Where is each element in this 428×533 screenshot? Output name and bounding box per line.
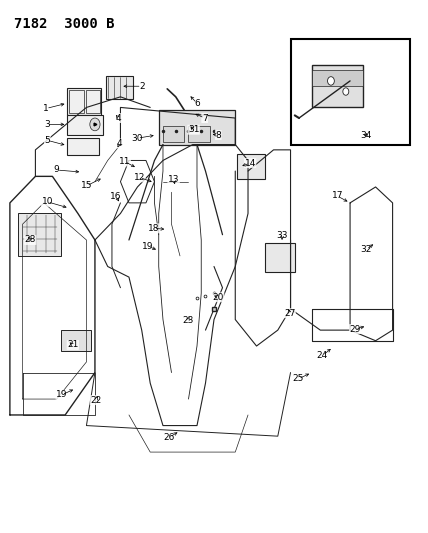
Text: 3: 3 xyxy=(45,120,50,129)
Bar xyxy=(238,154,265,179)
Text: 5: 5 xyxy=(45,136,50,145)
Circle shape xyxy=(327,77,334,85)
Text: 32: 32 xyxy=(360,245,372,254)
Text: 30: 30 xyxy=(132,134,143,143)
Text: 18: 18 xyxy=(148,224,159,233)
Text: 7: 7 xyxy=(202,114,208,123)
Bar xyxy=(67,88,101,115)
Text: 4: 4 xyxy=(116,114,121,123)
Bar xyxy=(86,91,100,113)
Text: 31: 31 xyxy=(188,125,199,134)
Text: 20: 20 xyxy=(213,293,224,302)
Bar xyxy=(67,115,104,135)
Bar xyxy=(106,76,133,100)
Text: 8: 8 xyxy=(215,131,221,140)
Bar xyxy=(61,330,91,351)
Text: 11: 11 xyxy=(119,157,131,166)
Text: 19: 19 xyxy=(56,390,68,399)
Circle shape xyxy=(90,118,100,131)
Text: 13: 13 xyxy=(168,174,179,183)
Bar xyxy=(188,126,210,142)
Bar xyxy=(159,110,235,144)
Text: 26: 26 xyxy=(163,433,175,442)
Text: 33: 33 xyxy=(276,231,288,240)
Bar xyxy=(291,38,410,144)
Text: 9: 9 xyxy=(54,166,59,174)
Bar xyxy=(163,126,184,142)
Text: 23: 23 xyxy=(182,316,193,325)
Bar xyxy=(312,65,363,108)
Bar xyxy=(265,243,295,272)
Text: 6: 6 xyxy=(194,99,200,108)
Text: 2: 2 xyxy=(139,82,145,91)
Text: 4: 4 xyxy=(117,139,122,148)
Bar xyxy=(69,91,84,113)
Text: 24: 24 xyxy=(317,351,328,360)
Text: 19: 19 xyxy=(143,242,154,251)
Text: 27: 27 xyxy=(284,309,295,318)
Text: 22: 22 xyxy=(90,395,101,405)
Bar xyxy=(18,214,61,256)
Text: 17: 17 xyxy=(332,191,343,200)
Text: 21: 21 xyxy=(67,341,78,350)
Text: 25: 25 xyxy=(292,374,304,383)
Text: 29: 29 xyxy=(350,325,361,334)
Text: 15: 15 xyxy=(81,181,92,190)
Text: 7182  3000 B: 7182 3000 B xyxy=(14,17,115,31)
Text: 34: 34 xyxy=(360,131,372,140)
Text: 1: 1 xyxy=(43,104,49,113)
Circle shape xyxy=(343,88,349,95)
Text: 10: 10 xyxy=(42,197,53,206)
Text: 12: 12 xyxy=(134,173,145,182)
Bar xyxy=(312,70,363,86)
Text: 16: 16 xyxy=(110,192,122,201)
Text: 14: 14 xyxy=(244,159,256,167)
Text: 28: 28 xyxy=(25,236,36,245)
Bar xyxy=(67,138,99,155)
